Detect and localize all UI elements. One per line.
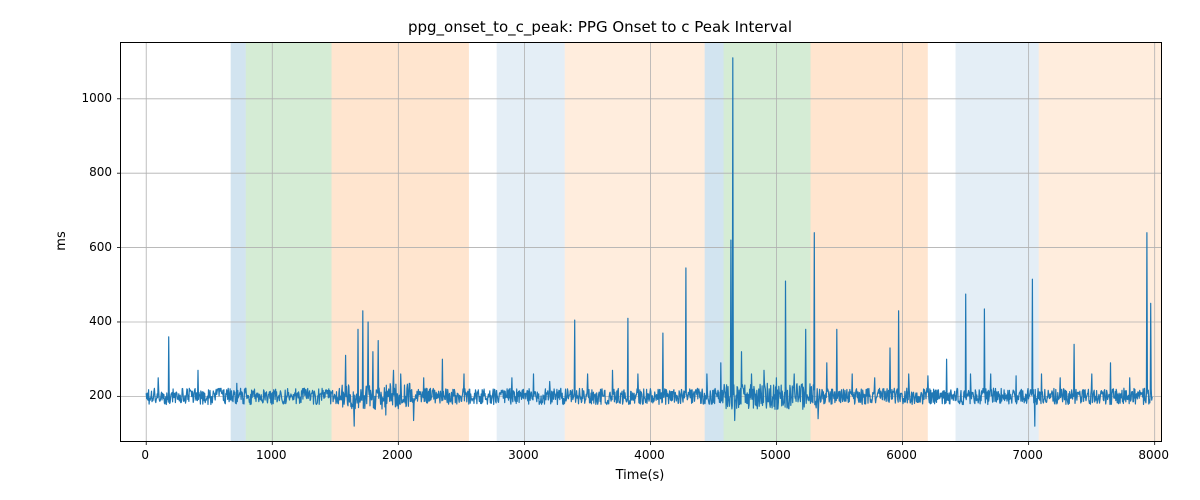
x-tick-label: 0 <box>141 448 149 462</box>
chart-title: ppg_onset_to_c_peak: PPG Onset to c Peak… <box>0 18 1200 36</box>
plot-svg <box>121 43 1161 447</box>
x-tick-label: 7000 <box>1012 448 1043 462</box>
x-tick-label: 6000 <box>886 448 917 462</box>
x-tick-label: 8000 <box>1138 448 1169 462</box>
y-tick-label: 1000 <box>80 91 112 105</box>
y-tick-label: 600 <box>80 240 112 254</box>
y-tick-label: 800 <box>80 165 112 179</box>
x-tick-label: 4000 <box>634 448 665 462</box>
y-axis-label: ms <box>54 231 69 250</box>
x-tick-label: 5000 <box>760 448 791 462</box>
background-bands <box>231 43 1161 441</box>
x-tick-label: 2000 <box>382 448 413 462</box>
x-tick-label: 1000 <box>256 448 287 462</box>
y-tick-label: 200 <box>80 388 112 402</box>
x-tick-label: 3000 <box>508 448 539 462</box>
y-tick-label: 400 <box>80 314 112 328</box>
x-axis-label: Time(s) <box>120 468 1160 483</box>
figure: ppg_onset_to_c_peak: PPG Onset to c Peak… <box>0 0 1200 500</box>
plot-area <box>120 42 1162 442</box>
